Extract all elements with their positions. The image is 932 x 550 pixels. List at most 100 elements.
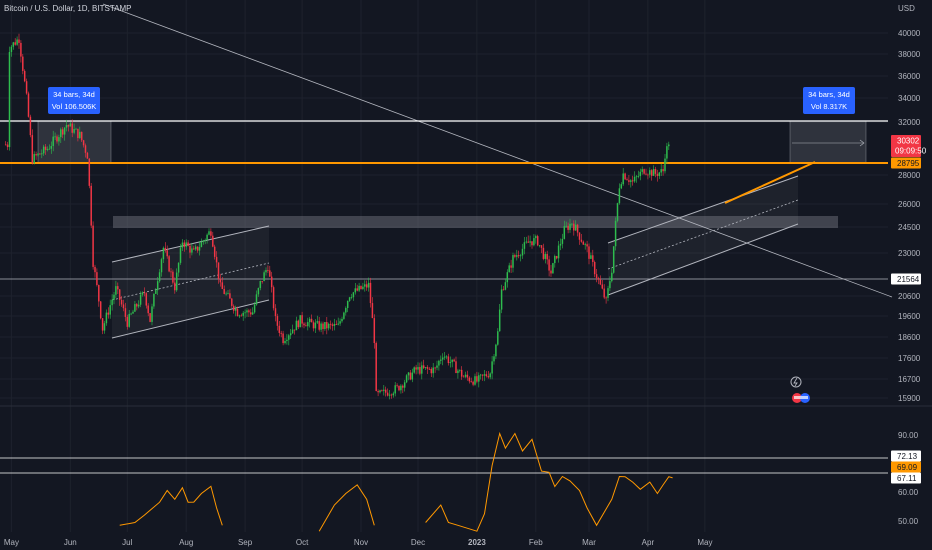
candle-body [527,241,529,243]
candle-body [438,360,440,366]
candle-body [533,238,535,246]
candle-body [324,321,326,330]
candle-body [41,153,43,155]
flag-stripe [794,396,808,399]
candle-body [536,236,539,246]
candle-body [293,329,296,331]
candle-body [16,39,18,45]
rsi-tag-value: 72.13 [897,452,918,461]
candle-body [386,392,389,396]
candle-body [286,339,288,341]
candle-body [616,203,619,221]
candle-body [460,369,463,377]
measure-box-bars: 34 bars, 34d [53,90,95,99]
rsi-tag-bg [891,472,921,484]
candle-body [326,321,328,329]
candle-body [650,170,653,176]
candle-body [422,365,425,368]
candle-body [455,361,457,374]
candle-body [263,272,265,282]
candle-body [312,322,315,329]
candle-body [255,294,258,305]
candle-body [396,385,398,387]
candle-body [151,306,153,322]
candle-body [175,272,178,291]
candle-body [88,158,91,186]
candle-body [550,270,552,274]
candle-body [257,288,260,295]
candle-body [128,313,130,327]
candle-body [98,284,100,302]
price-axis-tick: 16700 [898,375,921,384]
candle-body [174,282,176,291]
candle-body [618,188,621,204]
candle-body [345,308,347,313]
candle-body [626,179,628,181]
candle-body [126,316,129,327]
candle-body [552,263,554,274]
candle-body [514,255,516,257]
candle-body [4,144,7,146]
candle-body [358,285,360,291]
candle-body [20,42,22,57]
candle-body [14,42,16,45]
candle-body [22,56,24,71]
candle-body [664,158,666,172]
candle-body [75,128,77,130]
candle-body [641,169,643,172]
measure-box-volume: Vol 8.317K [811,102,847,111]
candle-body [639,171,642,177]
candle-body [299,315,301,328]
candle-body [231,298,233,306]
candle-body [474,376,476,385]
candle-body [261,281,263,282]
price-axis-tick: 36000 [898,72,921,81]
candle-body [189,245,191,253]
candle-body [481,374,484,376]
candle-body [232,305,235,311]
candle-body [400,385,402,391]
candle-body [554,256,556,264]
candle-body [571,223,573,225]
price-tag: 21564 [891,273,921,285]
candle-body [443,356,446,358]
candle-body [403,382,406,388]
candle-body [493,356,495,362]
candle-body [441,357,444,360]
candle-body [573,223,575,231]
candle-body [289,333,292,336]
candle-body [23,70,26,82]
candle-body [649,170,651,175]
measure-range-left [37,120,112,164]
candle-body [139,294,142,305]
candle-body [449,362,452,364]
rsi-axis-tick: 90.00 [898,431,919,440]
candle-body [331,324,334,326]
candle-body [369,282,372,304]
candle-body [280,332,282,334]
candle-body [614,220,617,247]
candle-body [459,369,461,371]
measure-box-volume: Vol 106.506K [52,102,97,111]
candle-body [86,152,89,159]
candle-body [297,320,300,328]
candle-body [584,244,586,246]
candle-body [647,174,649,176]
candle-body [113,294,115,300]
candle-body [265,270,267,273]
candle-body [362,286,364,289]
price-tag-bg [891,135,921,157]
candle-body [31,135,34,164]
candle-body [377,391,379,393]
candle-body [65,125,68,128]
candle-body [42,146,45,154]
candle-body [136,304,138,307]
candle-body [156,281,159,291]
candle-body [204,239,206,241]
rsi-tag: 67.11 [891,472,921,484]
candle-body [305,325,307,327]
candle-body [510,265,512,268]
candle-body [229,293,231,299]
candle-body [432,367,434,374]
